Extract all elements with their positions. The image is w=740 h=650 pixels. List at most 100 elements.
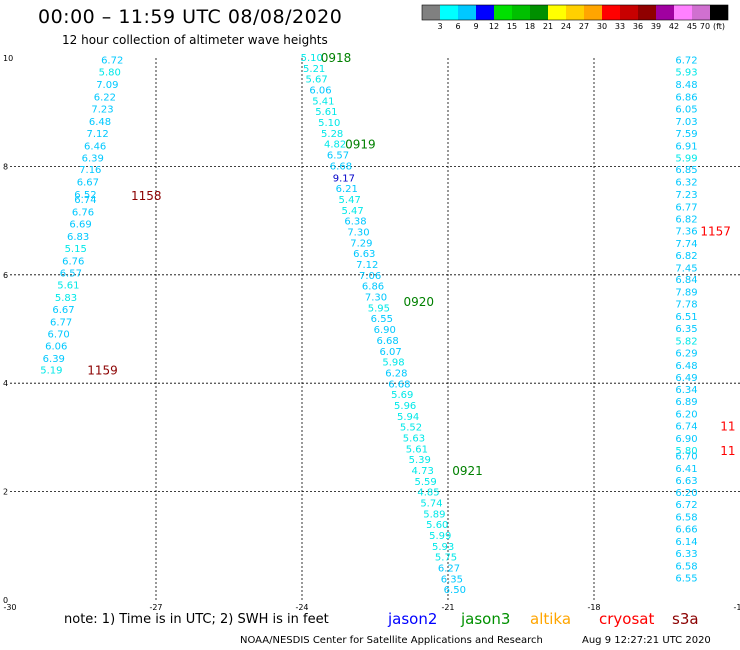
swh-value: 5.75	[435, 553, 457, 564]
swh-value: 5.47	[339, 195, 361, 206]
colorbar-swatch	[476, 5, 494, 20]
swh-value: 6.77	[50, 317, 72, 328]
y-tick-label: 0	[3, 596, 8, 605]
swh-value: 6.06	[45, 341, 67, 352]
swh-value: 6.90	[675, 434, 697, 445]
colorbar-swatch	[710, 5, 728, 20]
swh-value: 6.72	[101, 56, 123, 67]
swh-value: 6.35	[675, 324, 697, 335]
x-tick-label: -21	[441, 603, 454, 612]
credit-text: NOAA/NESDIS Center for Satellite Applica…	[240, 635, 543, 646]
swh-value: 9.17	[333, 173, 355, 184]
swh-value: 7.36	[675, 226, 697, 237]
y-tick-label: 2	[3, 488, 8, 497]
swh-value: 6.58	[675, 513, 697, 524]
colorbar-swatch	[602, 5, 620, 20]
colorbar-label: 24	[560, 22, 572, 31]
swh-value: 6.48	[675, 361, 697, 372]
swh-value: 6.39	[82, 153, 104, 164]
y-tick-label: 6	[3, 271, 8, 280]
swh-value: 6.52	[74, 190, 96, 201]
colorbar-label: 42	[668, 22, 680, 31]
swh-value: 4.85	[417, 488, 439, 499]
y-tick-label: 4	[3, 379, 8, 388]
colorbar-swatch	[674, 5, 692, 20]
swh-value: 6.51	[675, 312, 697, 323]
legend-jason3: jason3	[461, 610, 511, 628]
colorbar-swatch	[512, 5, 530, 20]
swh-value: 6.05	[675, 104, 697, 115]
page-subtitle: 12 hour collection of altimeter wave hei…	[62, 33, 328, 47]
colorbar-swatch	[638, 5, 656, 20]
swh-value: 5.82	[675, 336, 697, 347]
swh-value: 5.95	[368, 303, 390, 314]
time-label: 1159	[87, 364, 118, 378]
swh-value: 6.76	[62, 256, 84, 267]
swh-value: 5.10	[318, 118, 340, 129]
colorbar-label: 3	[437, 22, 443, 31]
legend-cryosat: cryosat	[599, 610, 655, 628]
swh-value: 5.94	[397, 412, 419, 423]
time-label: 1158	[131, 189, 162, 203]
swh-value: 5.21	[303, 64, 325, 75]
swh-value: 6.57	[327, 151, 349, 162]
legend-altika: altika	[530, 610, 572, 628]
swh-value: 5.39	[409, 455, 431, 466]
swh-value: 5.83	[55, 293, 77, 304]
swh-value: 6.14	[675, 537, 697, 548]
colorbar-unit: (ft)	[713, 22, 726, 31]
colorbar-label: 33	[614, 22, 626, 31]
colorbar-swatch	[458, 5, 476, 20]
swh-value: 7.89	[675, 288, 697, 299]
swh-value: 8.48	[675, 80, 697, 91]
swh-value: 5.47	[341, 206, 363, 217]
colorbar-swatch	[422, 5, 440, 20]
timestamp: Aug 9 12:27:21 UTC 2020	[582, 635, 711, 646]
swh-value: 6.84	[675, 275, 697, 286]
x-tick-label: -18	[587, 603, 600, 612]
swh-value: 6.69	[69, 219, 91, 230]
swh-value: 6.39	[43, 354, 65, 365]
swh-value: 6.55	[371, 314, 393, 325]
colorbar-swatch	[530, 5, 548, 20]
colorbar-label: 39	[650, 22, 662, 31]
swh-value: 7.30	[365, 293, 387, 304]
time-label: 0921	[452, 464, 483, 478]
swh-value: 7.59	[675, 129, 697, 140]
swh-value: 6.49	[675, 373, 697, 384]
y-tick-label: 8	[3, 162, 8, 171]
swh-value: 6.22	[94, 93, 116, 104]
swh-value: 6.74	[675, 422, 697, 433]
swh-value: 6.34	[675, 385, 697, 396]
page-title: 00:00 – 11:59 UTC 08/08/2020	[38, 6, 343, 28]
y-tick-label: 10	[3, 54, 13, 63]
swh-value: 6.68	[388, 379, 410, 390]
swh-value: 6.72	[675, 56, 697, 67]
time-label: 0918	[321, 51, 352, 65]
time-label: 1157	[700, 224, 731, 238]
colorbar-label: 70	[699, 22, 711, 31]
swh-value: 6.35	[441, 574, 463, 585]
swh-value: 5.10	[301, 53, 323, 64]
swh-value: 7.12	[86, 129, 108, 140]
x-tick-label: -30	[3, 603, 16, 612]
swh-value: 5.96	[394, 401, 416, 412]
swh-value: 6.90	[374, 325, 396, 336]
swh-value: 7.09	[96, 80, 118, 91]
swh-value: 7.29	[350, 238, 372, 249]
swh-value: 6.77	[675, 203, 697, 214]
swh-value: 6.89	[675, 397, 697, 408]
swh-value: 6.27	[438, 564, 460, 575]
swh-value: 5.52	[400, 423, 422, 434]
swh-value: 5.19	[40, 366, 62, 377]
swh-value: 5.80	[99, 68, 121, 79]
x-tick-label: -15	[733, 603, 740, 612]
swh-value: 7.74	[675, 239, 697, 250]
swh-value: 6.21	[336, 184, 358, 195]
time-label: 11	[720, 420, 735, 434]
swh-value: 6.82	[675, 215, 697, 226]
swh-value: 6.74	[74, 195, 96, 206]
swh-value: 7.16	[79, 165, 101, 176]
colorbar-swatch	[440, 5, 458, 20]
swh-value: 6.28	[385, 368, 407, 379]
